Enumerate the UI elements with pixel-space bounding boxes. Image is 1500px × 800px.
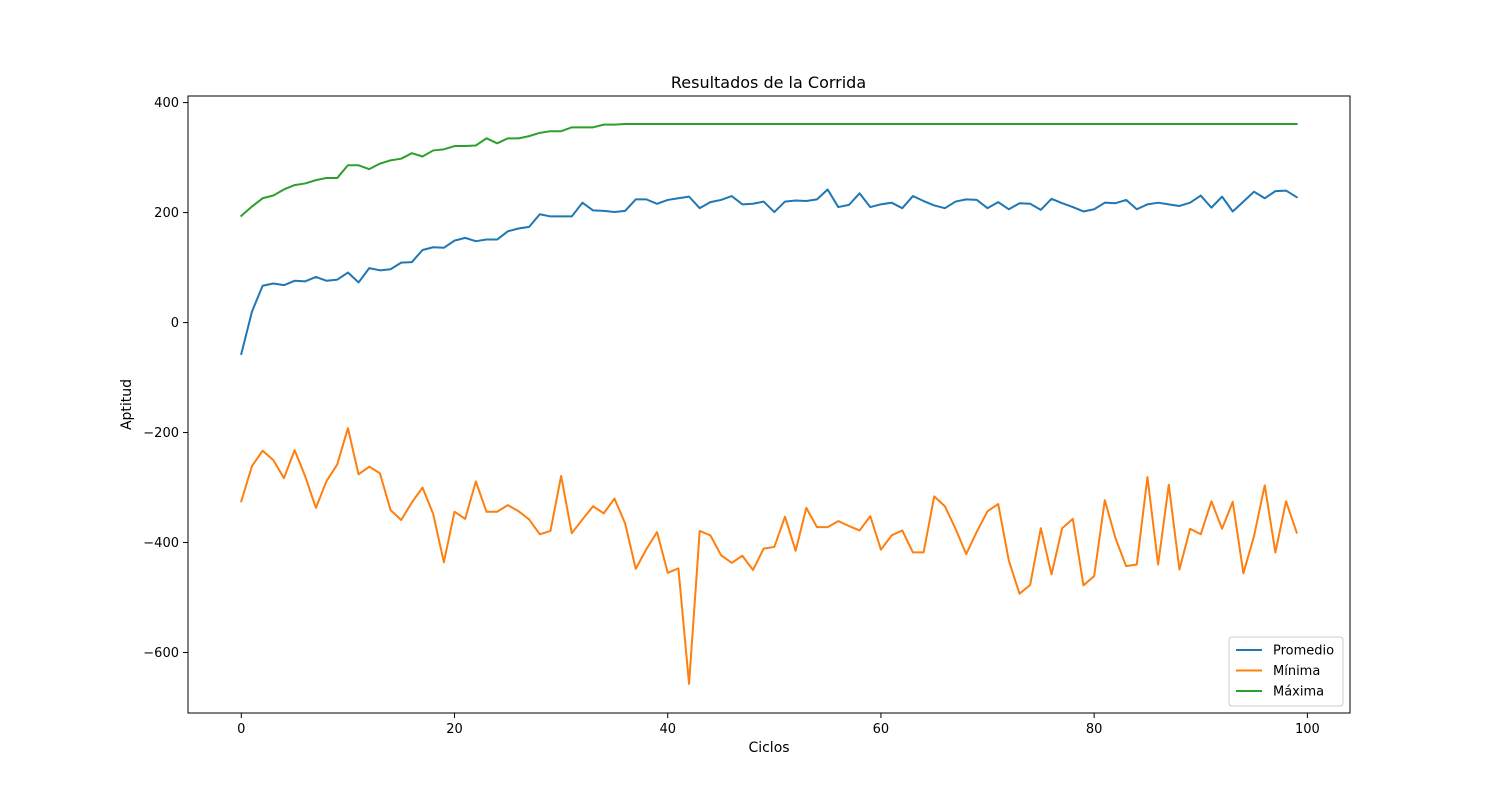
series-layer <box>239 123 1299 685</box>
x-tick-label: 40 <box>659 722 676 737</box>
y-axis: −600 −400 −200 0 200 400 <box>143 96 188 661</box>
x-tick-label: 0 <box>237 722 245 737</box>
y-tick-label: −400 <box>143 536 179 551</box>
y-tick-label: −200 <box>143 426 179 441</box>
legend-box <box>1228 636 1344 707</box>
y-tick-label: −600 <box>143 646 179 661</box>
legend: Promedio Mínima Máxima <box>1228 636 1344 707</box>
plot-area <box>187 95 1351 714</box>
x-tick-label: 100 <box>1295 722 1320 737</box>
x-tick-label: 80 <box>1086 722 1103 737</box>
series-line-2 <box>239 123 1298 218</box>
y-tick-label: 0 <box>171 316 179 331</box>
x-tick-label: 20 <box>446 722 463 737</box>
x-tick-label: 60 <box>873 722 890 737</box>
y-tick-label: 200 <box>154 206 179 221</box>
x-axis: 0 20 40 60 80 100 <box>237 713 1320 737</box>
legend-items: Promedio Mínima Máxima <box>1236 644 1334 700</box>
y-axis-label: Aptitud <box>119 379 135 430</box>
series-line-1 <box>240 427 1298 685</box>
y-tick-label: 400 <box>154 96 179 111</box>
series-line-0 <box>240 188 1299 356</box>
legend-label-1: Mínima <box>1273 664 1320 679</box>
x-axis-label: Ciclos <box>748 740 789 756</box>
chart-title: Resultados de la Corrida <box>671 73 866 92</box>
legend-label-2: Máxima <box>1273 685 1324 700</box>
axes-frame <box>187 95 1351 714</box>
legend-label-0: Promedio <box>1273 644 1334 659</box>
